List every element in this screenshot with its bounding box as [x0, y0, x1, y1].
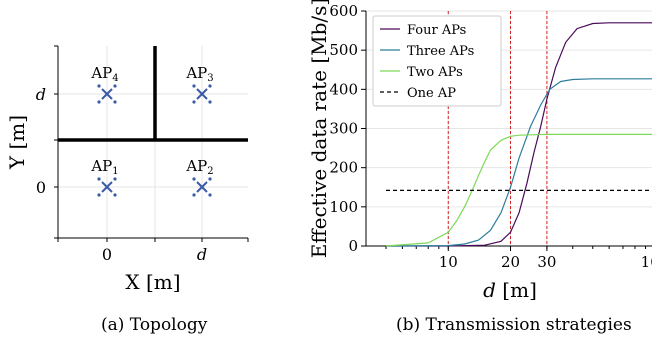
series-line: [385, 78, 652, 247]
y-tick-label: 500: [329, 41, 358, 59]
ap-marker: [101, 88, 113, 100]
legend-label: Four APs: [407, 23, 466, 38]
x-axis-label: X [m]: [125, 270, 180, 294]
ap-label: AP3: [185, 64, 213, 84]
ap-marker: [196, 181, 208, 193]
caption-a: (a) Topology: [101, 315, 208, 335]
ap-label: AP1: [90, 157, 118, 177]
antenna-dot: [97, 193, 101, 197]
antenna-dot: [113, 84, 117, 88]
topology-panel: 0 d 0 d X [m] Y [m] AP4 AP3 AP1 AP2: [5, 45, 249, 294]
antenna-dot: [192, 100, 196, 104]
antenna-dot: [97, 100, 101, 104]
y-tick-label: d: [36, 85, 46, 104]
y-tick-label: 200: [329, 159, 358, 177]
antenna-dot: [208, 84, 212, 88]
ap-label: AP4: [90, 64, 118, 84]
y-tick-label: 100: [329, 198, 358, 216]
y-tick-label: 0: [36, 178, 46, 197]
x-tick-label: 100: [641, 253, 652, 271]
rate-panel: 10 20 30 100 0 100 200 300 400 500 600 d [m] Effecti…: [307, 0, 652, 302]
series-line: [386, 22, 652, 247]
antenna-dot: [113, 193, 117, 197]
ap-label: AP2: [185, 157, 213, 177]
antenna-dot: [97, 177, 101, 181]
x-axis-label: d [m]: [483, 278, 537, 302]
series-line: [385, 133, 652, 247]
y-axis-label: Effective data rate [Mb/s]: [307, 0, 331, 258]
caption-b: (b) Transmission strategies: [396, 315, 632, 335]
legend-label: Three APs: [407, 44, 474, 59]
legend-label: One AP: [407, 86, 456, 101]
y-tick-label: 300: [329, 120, 358, 138]
ap-marker: [196, 88, 208, 100]
legend-label: Two APs: [407, 65, 463, 80]
y-tick-label: 600: [329, 2, 358, 20]
antenna-dot: [208, 193, 212, 197]
y-tick-label: 400: [329, 80, 358, 98]
antenna-dot: [113, 100, 117, 104]
legend-box: [372, 15, 502, 107]
antenna-dot: [192, 193, 196, 197]
ap-marker: [101, 181, 113, 193]
antenna-dot: [113, 177, 117, 181]
x-tick-label: 0: [102, 245, 112, 264]
antenna-dot: [208, 100, 212, 104]
antenna-dot: [192, 177, 196, 181]
antenna-dot: [208, 177, 212, 181]
x-tick-label: d: [197, 245, 207, 264]
antenna-dot: [97, 84, 101, 88]
x-tick-label: 30: [537, 253, 556, 271]
y-axis-label: Y [m]: [5, 115, 29, 170]
y-tick-label: 0: [348, 237, 358, 255]
x-tick-label: 10: [439, 253, 458, 271]
antenna-dot: [192, 84, 196, 88]
x-tick-label: 20: [501, 253, 520, 271]
